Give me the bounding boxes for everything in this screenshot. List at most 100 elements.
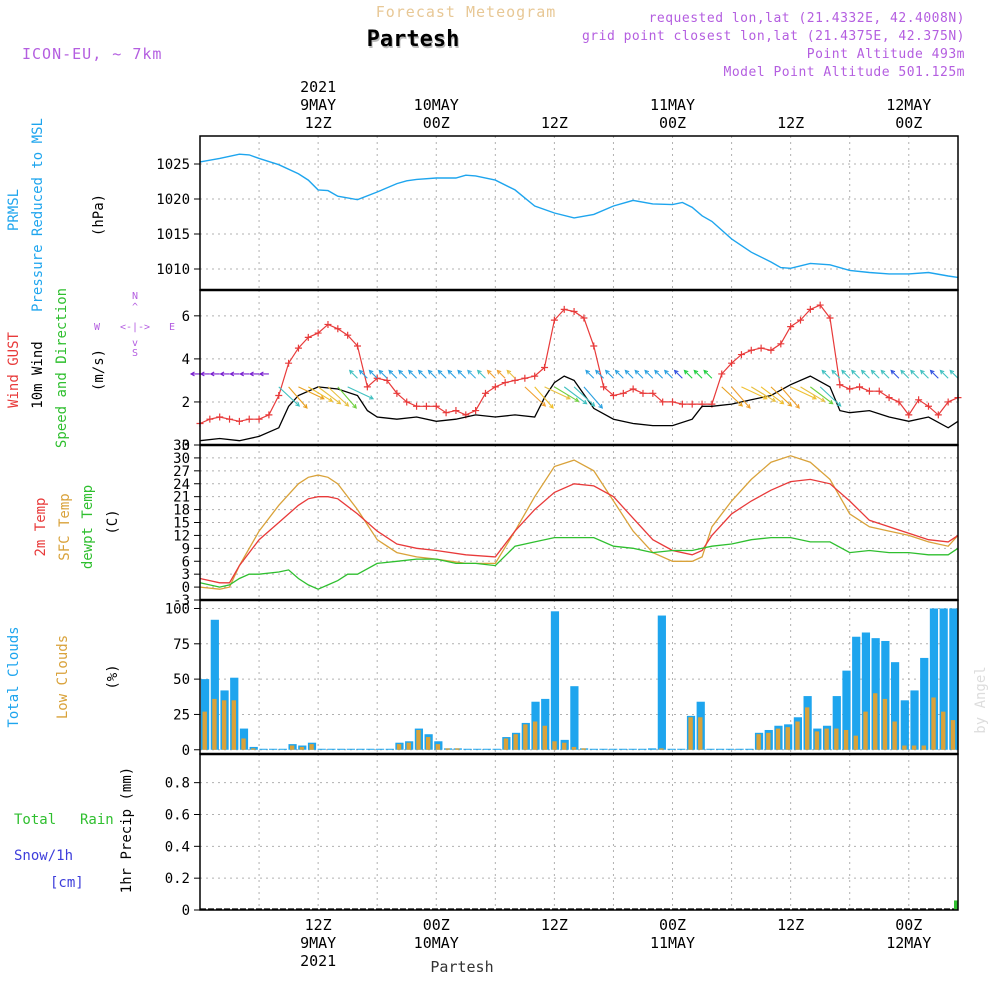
- total-cloud-bar: [648, 748, 657, 750]
- grid-point-coordinates: grid point closest lon,lat (21.4375E, 42…: [582, 29, 965, 44]
- wind-direction-arrow: [654, 369, 664, 379]
- wind-gust-marker: [373, 374, 381, 382]
- wind-gust-marker: [915, 396, 923, 404]
- wind-gust-marker: [757, 344, 765, 352]
- wind-direction-arrow: [347, 386, 375, 400]
- wind-direction-arrow: [750, 386, 777, 402]
- wind-gust-marker: [432, 402, 440, 410]
- total-cloud-bar: [317, 748, 326, 750]
- wind-direction-arrow: [278, 386, 301, 407]
- wind-direction-arrow: [870, 369, 880, 379]
- wind-direction-arrow: [810, 386, 834, 405]
- wind-gust-marker: [294, 344, 302, 352]
- wind-gust-marker: [472, 407, 480, 415]
- total-cloud-bar: [356, 748, 365, 750]
- total-cloud-bar: [677, 748, 686, 750]
- y-tick-label: 1010: [156, 262, 190, 278]
- wind-direction-arrow: [663, 369, 673, 379]
- wind-direction-arrow: [595, 369, 604, 379]
- low-cloud-bar: [299, 746, 305, 750]
- wind-gust-marker: [619, 389, 627, 397]
- low-cloud-bar: [523, 724, 528, 750]
- wind-direction-arrow: [900, 369, 910, 379]
- wind-gust-marker: [669, 398, 677, 406]
- wind-gust-marker: [718, 370, 726, 378]
- y-tick-label: 6: [182, 554, 190, 570]
- top-time-label: 10MAY: [414, 96, 459, 114]
- wind-gust-marker: [304, 333, 312, 341]
- y-tick-label: 0: [182, 438, 190, 454]
- low-cloud-bar: [941, 711, 946, 750]
- bottom-time-label: 00Z: [423, 916, 450, 934]
- wind-gust-marker: [600, 383, 608, 391]
- wind-direction-arrow: [573, 386, 596, 407]
- wind-direction-arrow: [388, 369, 398, 379]
- wind-10m-label: 10m Wind: [30, 341, 46, 408]
- wind-direction-arrow: [741, 386, 768, 400]
- wind-direction-arrow: [229, 371, 240, 377]
- y-tick-label: 2: [182, 395, 190, 411]
- wind-gust-marker: [846, 385, 854, 393]
- model-point-altitude: Model Point Altitude 501.125m: [724, 65, 965, 80]
- wind-gust-marker: [442, 409, 450, 417]
- total-cloud-bar: [929, 608, 939, 750]
- wind-gust-marker: [531, 372, 539, 380]
- low-cloud-bar: [921, 745, 927, 750]
- top-time-label: 00Z: [423, 114, 450, 132]
- wind-direction-arrow: [337, 386, 357, 409]
- low-cloud-bar: [445, 748, 450, 750]
- wind-direction-arrow: [731, 386, 751, 409]
- low-cloud-bar: [416, 729, 421, 750]
- wind-direction-arrow: [614, 369, 624, 379]
- wind-direction-arrow: [327, 386, 350, 407]
- y-tick-label: 15: [173, 516, 190, 532]
- wind-direction-arrow: [850, 369, 860, 379]
- low-cloud-bar: [911, 745, 917, 750]
- total-cloud-bar: [725, 748, 734, 750]
- low-cloud-bar: [309, 744, 314, 750]
- bottom-time-label: 12Z: [777, 916, 804, 934]
- wind-direction-arrow: [219, 371, 230, 377]
- compass-up: ^: [132, 302, 138, 313]
- wind-speed-dir-label: Speed and Direction: [54, 288, 70, 448]
- y-tick-label: 18: [173, 503, 190, 519]
- compass-n: N: [132, 291, 138, 302]
- wind-direction-arrow: [880, 369, 890, 379]
- bottom-time-label: 12Z: [541, 916, 568, 934]
- wind-gust-marker: [590, 342, 598, 350]
- wind-gust-marker: [255, 415, 263, 423]
- total-cloud-bar: [269, 748, 278, 750]
- low-cloud-bar: [766, 732, 771, 750]
- low-cloud-bar: [571, 746, 577, 750]
- wind-direction-arrow: [288, 386, 308, 409]
- wind-gust-marker: [570, 308, 578, 316]
- top-time-label: 00Z: [659, 114, 686, 132]
- y-tick-label: 0.2: [165, 871, 190, 887]
- compass-rose: N ^ W <-|-> E v S: [94, 291, 175, 359]
- wind-gust-marker: [728, 359, 736, 367]
- total-cloud-bar: [541, 698, 550, 750]
- low-cloud-bar: [931, 697, 936, 750]
- y-tick-label: 0.8: [165, 776, 190, 792]
- wind-direction-arrow: [407, 369, 417, 379]
- low-cloud-bar: [406, 742, 411, 750]
- low-cloud-bar: [834, 728, 839, 750]
- wind-gust-marker: [403, 398, 411, 406]
- low-cloud-bar: [688, 717, 693, 750]
- wind-gust-marker: [324, 320, 332, 328]
- total-cloud-bar: [861, 632, 871, 750]
- low-cloud-bar: [824, 728, 829, 750]
- wind-gust-marker: [856, 383, 864, 391]
- low-cloud-bar: [863, 711, 868, 750]
- low-cloud-bar: [950, 720, 956, 750]
- wind-gust-marker: [816, 301, 824, 309]
- pressure-line: [199, 153, 959, 279]
- total-cloud-bar: [210, 619, 219, 750]
- grid-layer: [200, 136, 958, 910]
- y-tick-label: 75: [173, 637, 190, 653]
- bottom-time-label: 00Z: [895, 916, 922, 934]
- wind-gust-marker: [314, 329, 322, 337]
- wind-gust-marker: [541, 364, 549, 371]
- wind-direction-arrow: [298, 386, 325, 400]
